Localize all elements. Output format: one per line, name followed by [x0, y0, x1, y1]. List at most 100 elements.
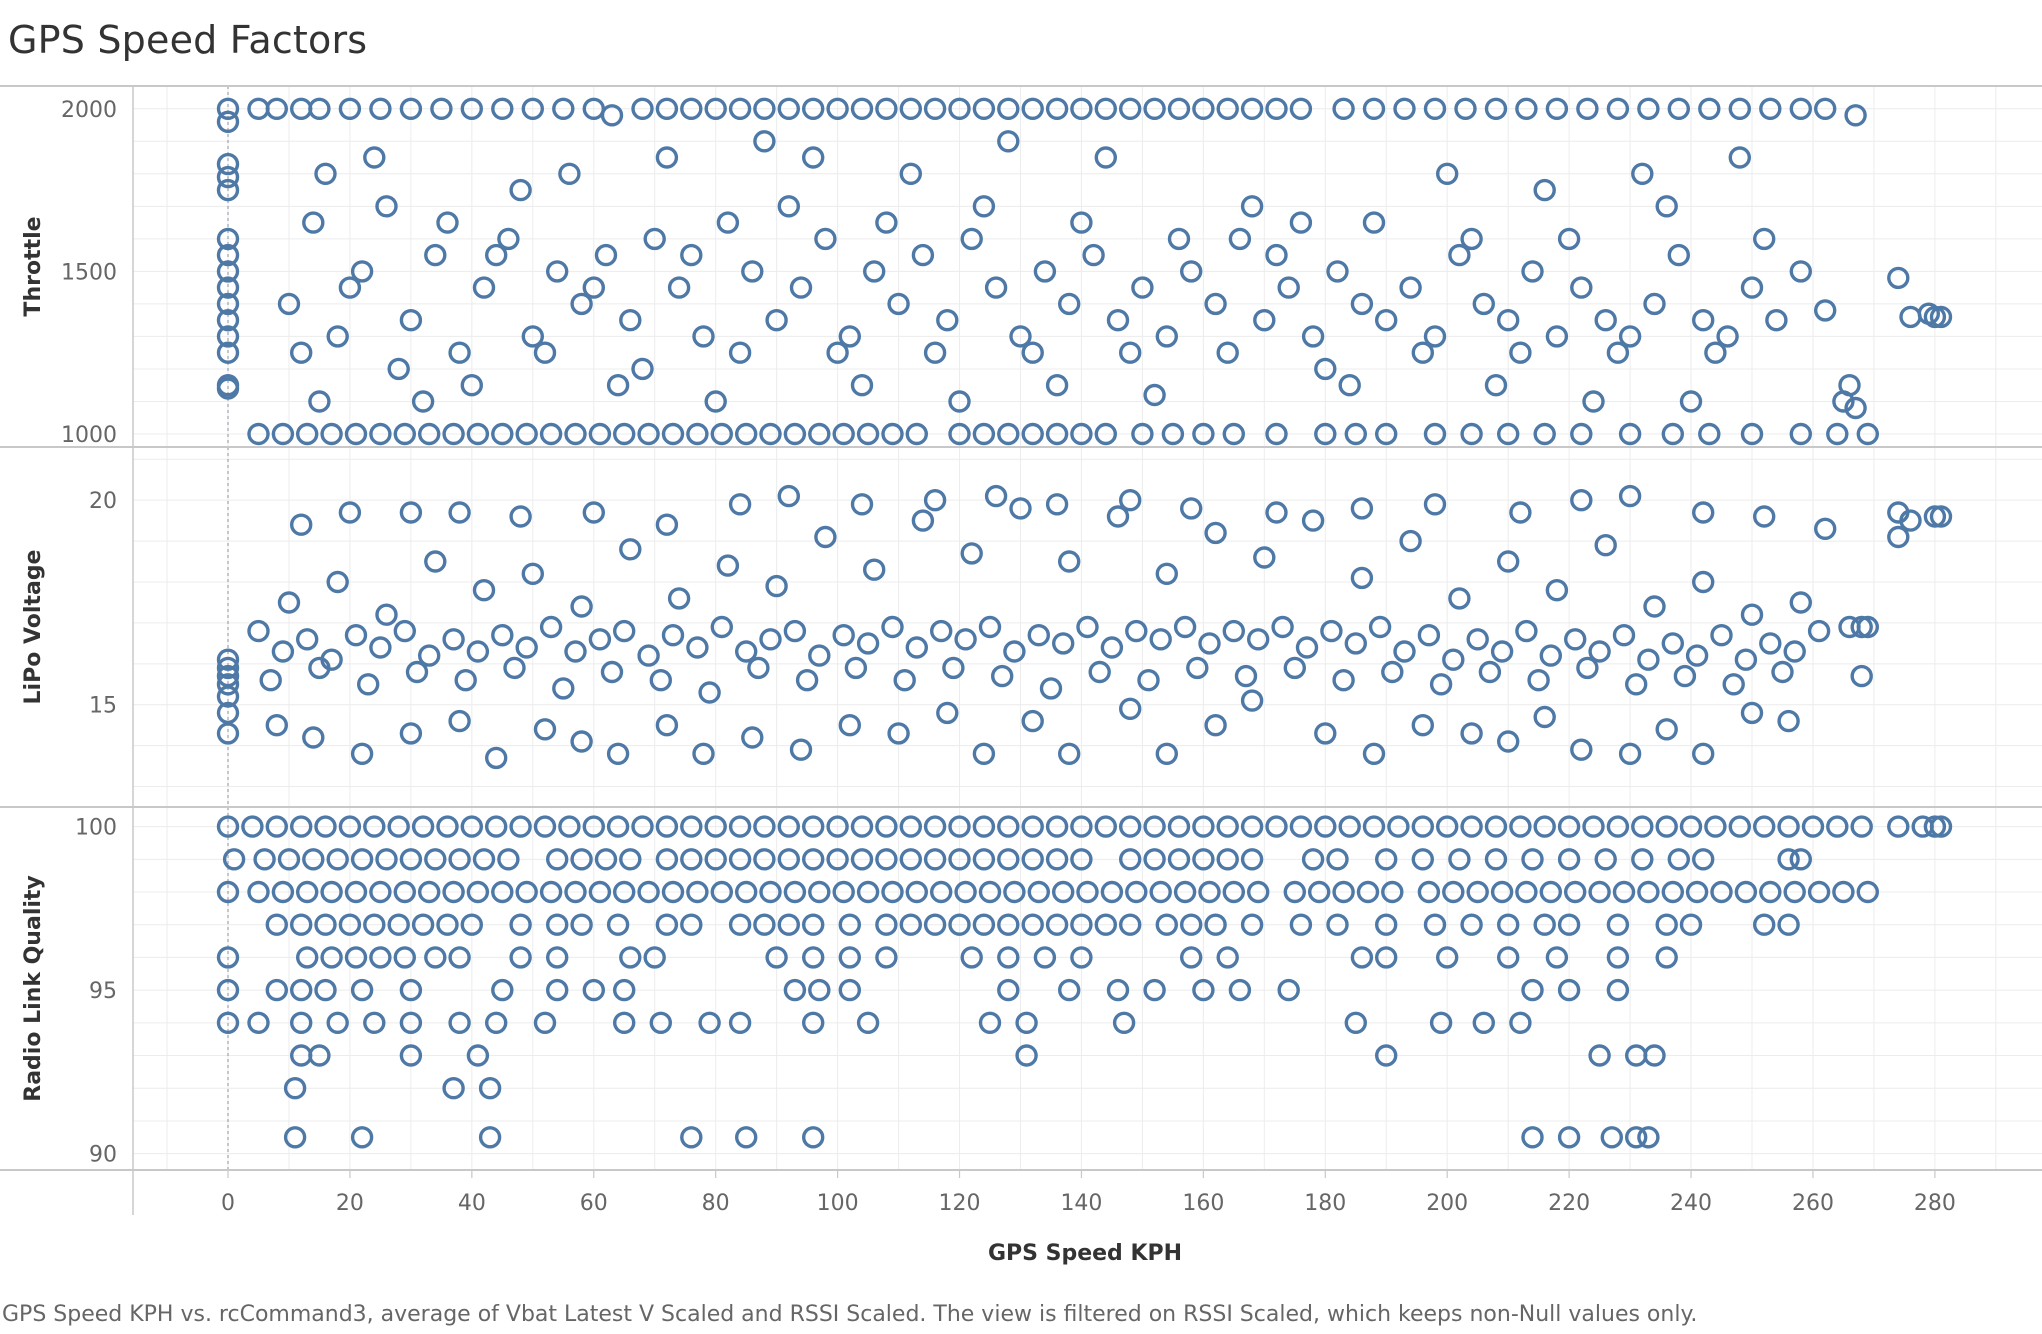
data-point — [1070, 211, 1093, 234]
data-point — [954, 880, 977, 904]
data-point — [802, 913, 825, 936]
data-point — [1301, 848, 1325, 871]
data-point — [1167, 815, 1191, 838]
data-point — [1326, 913, 1349, 936]
data-point — [1606, 97, 1630, 121]
data-point — [856, 880, 880, 904]
data-point — [1643, 1044, 1666, 1067]
data-point — [1314, 357, 1337, 381]
data-point — [1496, 550, 1520, 573]
data-point — [1253, 546, 1276, 569]
data-point — [1301, 325, 1325, 348]
data-point — [1411, 848, 1435, 871]
data-point — [1326, 260, 1349, 283]
data-point — [1545, 946, 1569, 969]
data-point — [1009, 325, 1032, 348]
data-point — [1374, 913, 1398, 936]
data-point — [1789, 848, 1813, 871]
data-point — [680, 815, 703, 838]
data-point — [1496, 946, 1520, 969]
data-point — [290, 513, 313, 536]
data-point — [594, 848, 618, 871]
data-point — [1216, 848, 1239, 871]
data-point — [997, 97, 1020, 121]
data-point — [1423, 913, 1447, 936]
data-point — [686, 636, 709, 659]
data-point — [436, 211, 459, 234]
data-point — [1887, 525, 1910, 549]
data-point — [1448, 587, 1471, 610]
data-point — [997, 848, 1020, 871]
data-point — [1283, 656, 1307, 680]
data-point — [472, 848, 496, 871]
data-point — [302, 726, 325, 749]
data-point — [533, 341, 557, 364]
data-point — [216, 243, 240, 267]
data-point — [972, 422, 996, 446]
data-point — [655, 513, 679, 536]
data-point — [783, 880, 807, 904]
data-point — [1362, 742, 1386, 765]
data-point — [1826, 815, 1849, 838]
data-point — [265, 714, 288, 737]
data-point — [826, 341, 849, 364]
data-point — [899, 162, 922, 186]
data-point — [802, 97, 825, 121]
data-point — [1015, 1011, 1038, 1034]
data-point — [539, 615, 563, 639]
data-point — [442, 880, 465, 904]
data-point — [997, 913, 1020, 936]
y-tick-label: 95 — [89, 979, 117, 1004]
data-point — [1466, 628, 1489, 651]
chart-title: GPS Speed Factors — [8, 18, 368, 62]
data-point — [515, 880, 538, 904]
data-point — [375, 848, 398, 871]
data-point — [387, 815, 410, 838]
data-point — [393, 880, 416, 904]
data-point — [1716, 325, 1739, 348]
data-point — [478, 1076, 502, 1100]
data-point — [1752, 913, 1776, 936]
data-point — [1021, 815, 1044, 838]
x-tick-label: 160 — [1182, 1191, 1224, 1216]
data-point — [1076, 615, 1099, 639]
data-point — [741, 260, 764, 283]
data-point — [680, 243, 703, 267]
data-point — [399, 501, 423, 524]
data-point — [923, 815, 947, 838]
data-point — [1929, 505, 1953, 528]
data-point — [814, 227, 837, 251]
data-point — [369, 636, 392, 659]
data-point — [216, 673, 240, 696]
data-point — [1923, 505, 1947, 528]
data-point — [1051, 880, 1075, 904]
data-point — [954, 628, 977, 651]
data-point — [533, 1011, 557, 1034]
data-point — [1777, 815, 1800, 838]
data-point — [509, 946, 532, 969]
data-point — [594, 243, 618, 267]
data-point — [1179, 260, 1203, 283]
x-tick-label: 0 — [221, 1191, 235, 1216]
data-point — [1496, 730, 1520, 753]
data-point — [241, 815, 264, 838]
data-point — [1100, 636, 1124, 659]
data-point — [997, 815, 1020, 838]
data-point — [418, 644, 441, 667]
data-point — [1448, 243, 1471, 267]
data-point — [1679, 390, 1703, 413]
data-point — [984, 484, 1008, 508]
data-point — [1045, 493, 1069, 516]
data-point — [216, 260, 240, 283]
data-point — [692, 742, 715, 765]
data-point — [728, 341, 752, 364]
data-point — [649, 1011, 672, 1034]
data-point — [789, 738, 813, 761]
data-point — [375, 603, 398, 626]
data-point — [460, 913, 483, 936]
data-point — [1637, 1126, 1660, 1149]
data-point — [783, 422, 807, 446]
data-point — [1460, 913, 1483, 936]
data-point — [978, 880, 1002, 904]
data-point — [448, 848, 471, 871]
